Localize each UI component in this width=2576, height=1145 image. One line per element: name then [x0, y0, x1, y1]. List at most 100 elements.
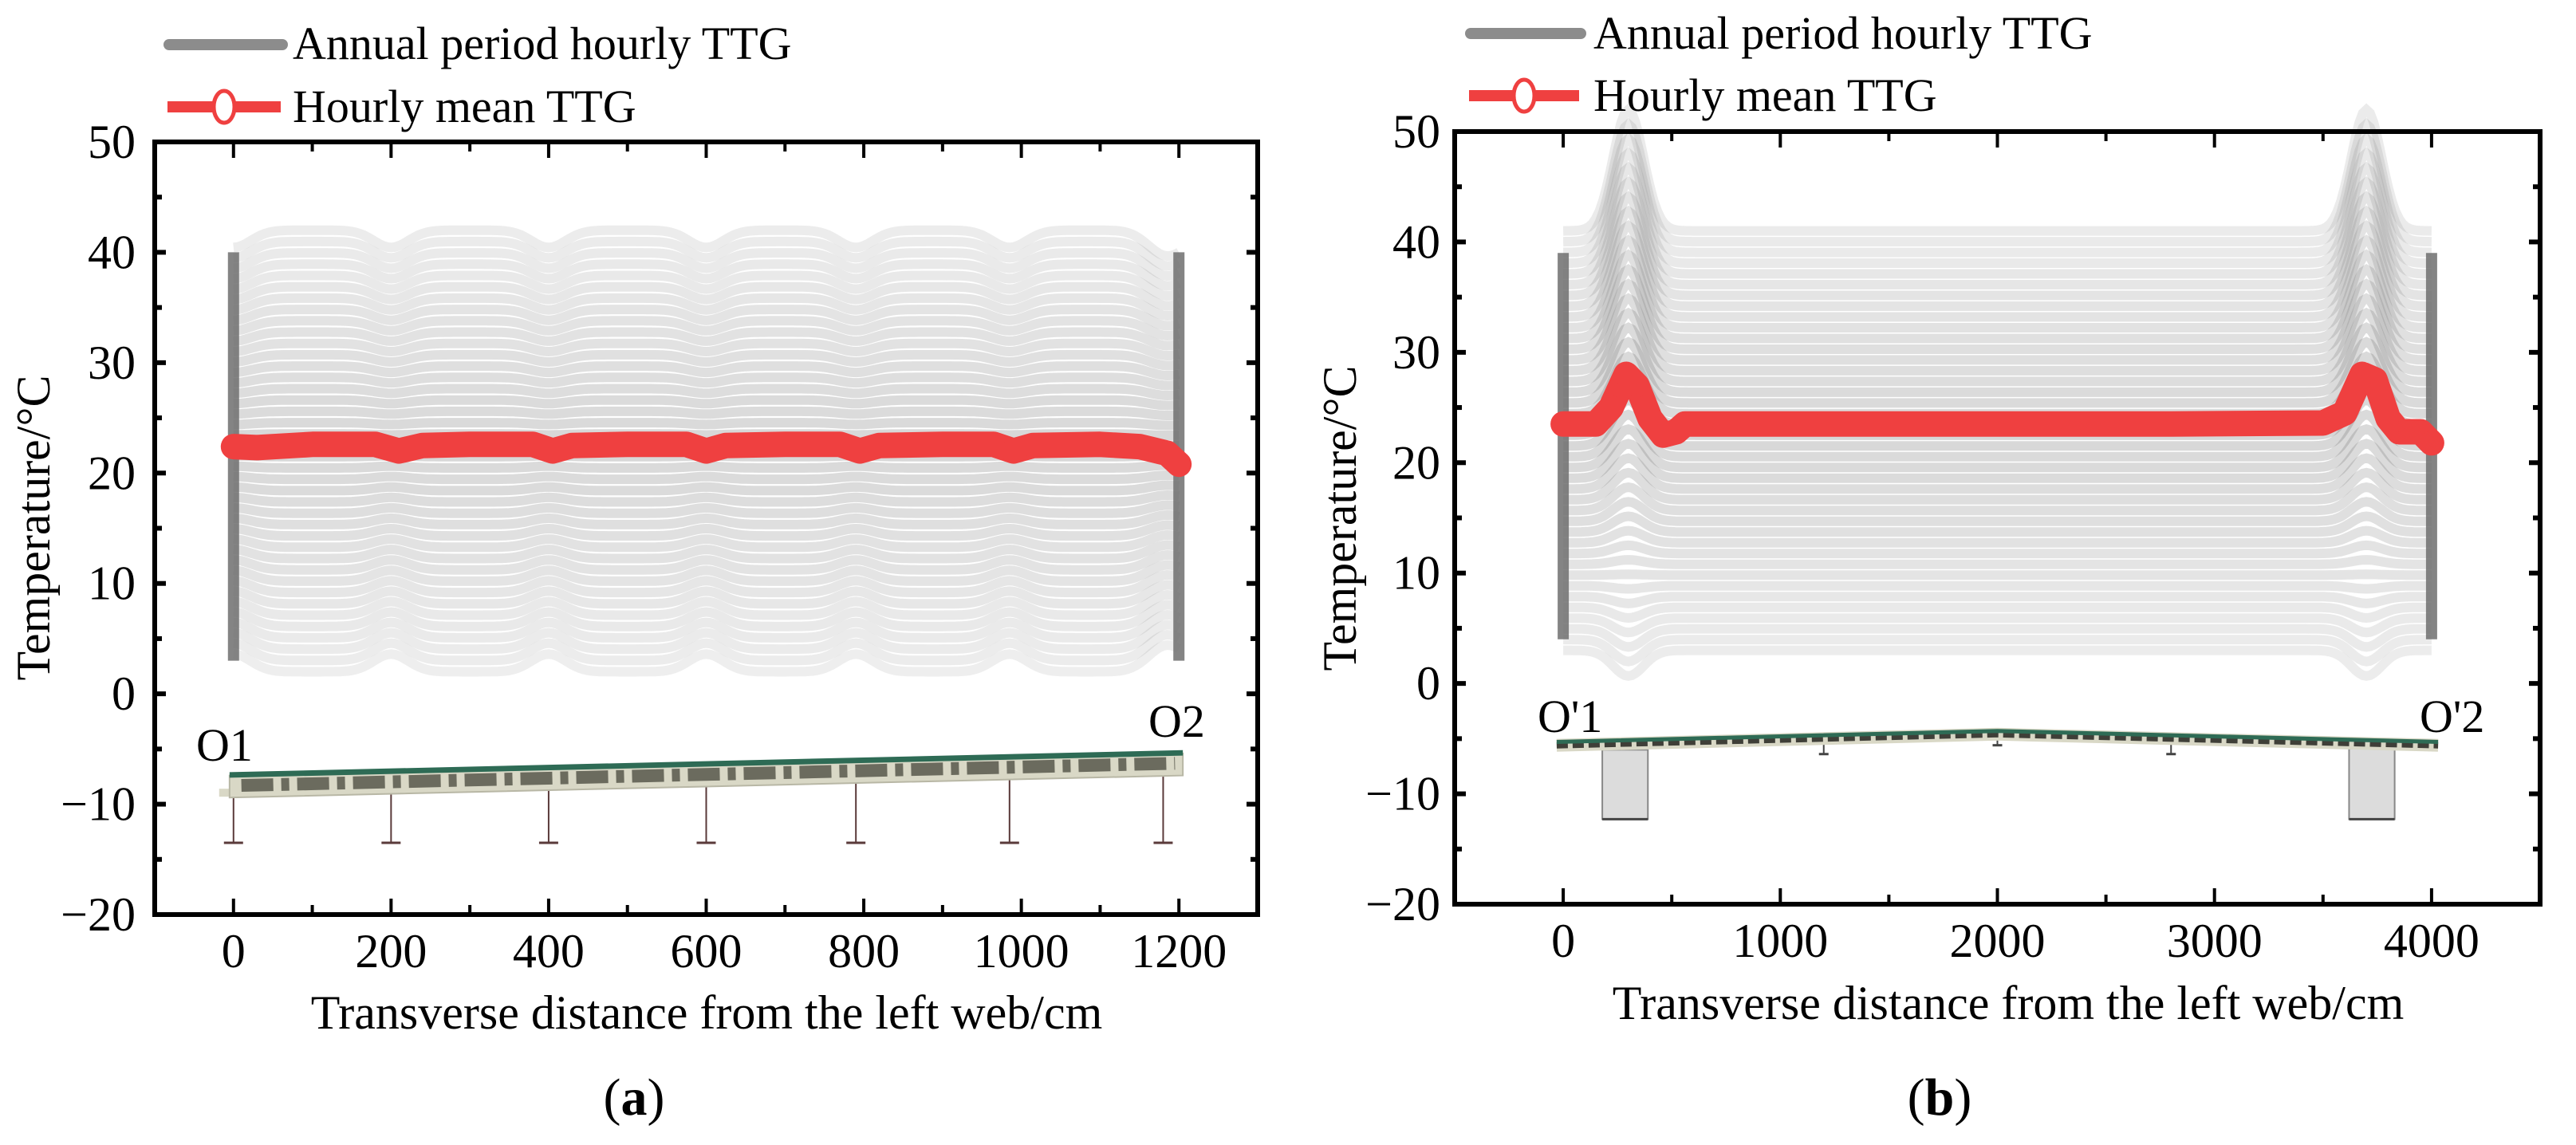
legend-marker-mean: [1511, 77, 1537, 114]
annual-ttg-profile: [1562, 117, 2432, 247]
mean-ttg-point: [245, 435, 270, 460]
mean-ttg-point: [300, 432, 325, 457]
legend-label-mean: Hourly mean TTG: [293, 81, 636, 132]
annotation-o2-prime: O'2: [2420, 691, 2484, 742]
mean-ttg-point: [410, 433, 435, 458]
annual-ttg-profile: [1563, 482, 2432, 516]
tick-labels: 0 1000 2000 3000 4000 −20 −10 0 10 20 30 40 50: [1365, 105, 2479, 967]
mean-ttg-point: [1088, 432, 1113, 457]
y-tick-label: 40: [1392, 215, 1440, 268]
x-axis-title: Transverse distance from the left web/cm: [311, 986, 1103, 1039]
annual-ttg-profile: [1562, 234, 2432, 332]
annual-ttg-profile: [1563, 205, 2432, 311]
mean-ttg-point: [674, 432, 699, 457]
panel-b: 0 1000 2000 3000 4000 −20 −10 0 10 20 30 40 50 Trans…: [1314, 7, 2543, 1127]
panel-label-a: (a): [604, 1068, 665, 1127]
annual-ttg-profile: [233, 338, 1180, 361]
mean-ttg-point: [2333, 400, 2357, 425]
annual-ttg-profile: [233, 305, 1181, 331]
annual-ttg-profile: [233, 281, 1181, 311]
annual-ttg-profile: [1563, 540, 2432, 559]
annual-hourly-ttg-band: [227, 225, 1185, 677]
annual-hourly-ttg-band: [1558, 103, 2437, 681]
annual-ttg-profile: [233, 248, 1181, 281]
annual-ttg-profile: [1563, 635, 2432, 667]
y-tick-label: −20: [1365, 878, 1440, 931]
annual-ttg-profile: [233, 560, 1181, 586]
x-tick-label: 400: [513, 925, 585, 978]
y-tick-label: 40: [88, 226, 136, 278]
mean-ttg-point: [1583, 411, 1608, 436]
annual-ttg-profile: [233, 520, 1180, 541]
annual-ttg-profile: [1563, 424, 2432, 473]
annual-ttg-profile: [1563, 409, 2432, 462]
hourly-mean-ttg-series: [220, 431, 1192, 478]
mean-ttg-point: [1598, 395, 1623, 420]
annual-ttg-profile: [233, 569, 1181, 598]
annual-ttg-profile: [233, 372, 1180, 391]
mean-ttg-point: [694, 439, 719, 463]
annual-ttg-profile: [1563, 580, 2432, 594]
mean-ttg-point: [1001, 439, 1026, 463]
annual-ttg-profile: [1563, 467, 2432, 505]
annual-ttg-profile: [1563, 525, 2432, 548]
legend-label-annual: Annual period hourly TTG: [293, 18, 792, 69]
annual-ttg-profile: [233, 361, 1180, 381]
annual-ttg-profile: [1563, 219, 2432, 322]
annual-ttg-profile: [1563, 439, 2432, 483]
annual-ttg-profile: [233, 480, 1180, 496]
mean-ttg-point: [2387, 419, 2412, 444]
annual-ttg-profile: [233, 293, 1181, 321]
annual-ttg-profile: [233, 580, 1181, 609]
hourly-mean-ttg-series: [1550, 361, 2444, 456]
x-tick-label: 2000: [1950, 915, 2046, 967]
annual-ttg-profile: [1563, 569, 2432, 580]
annual-ttg-profile: [1563, 147, 2432, 268]
pavement-layer: [1556, 729, 2439, 744]
mean-ttg-point: [773, 432, 798, 457]
annual-ttg-profile: [233, 490, 1180, 507]
mean-ttg-point: [560, 433, 585, 458]
annual-ttg-profile: [233, 540, 1180, 564]
y-tick-label: 50: [88, 116, 136, 168]
annual-ttg-profile: [233, 406, 1180, 420]
x-tick-label: 0: [1551, 915, 1575, 967]
annual-ttg-profile: [233, 600, 1181, 632]
legend: Annual period hourly TTG Hourly mean TTG: [1465, 7, 2093, 121]
mean-ttg-point: [2419, 431, 2444, 455]
annual-ttg-profile: [233, 259, 1181, 291]
annual-ttg-profile: [1563, 453, 2432, 494]
annual-ttg-profile: [1563, 645, 2432, 681]
annual-ttg-profile: [233, 270, 1181, 301]
mean-ttg-point: [867, 433, 892, 458]
annual-ttg-profile: [1563, 191, 2432, 301]
mean-ttg-point: [1672, 411, 1697, 436]
annual-ttg-profile: [1563, 613, 2432, 638]
mean-ttg-point: [1021, 433, 1046, 458]
annual-ttg-profile: [1563, 395, 2432, 451]
mean-ttg-point: [982, 432, 1006, 457]
mean-ttg-point: [828, 432, 853, 457]
mean-ttg-point: [521, 432, 546, 457]
x-tick-label: 3000: [2167, 915, 2263, 967]
annual-ttg-profile: [233, 327, 1180, 351]
deck-core: [241, 757, 1176, 793]
mean-ttg-point: [1127, 435, 1152, 459]
legend: Annual period hourly TTG Hourly mean TTG: [163, 18, 792, 132]
annual-ttg-profile: [1562, 103, 2432, 236]
tick-labels: 0 200 400 600 800 1000 1200 −20 −10 0 10 20 30 40 50: [61, 116, 1227, 978]
y-tick-label: −10: [1365, 768, 1440, 820]
annual-ttg-profile: [233, 589, 1181, 620]
annual-ttg-profile: [1563, 307, 2432, 387]
annual-ttg-profile: [233, 316, 1180, 341]
annual-ttg-profile: [1563, 511, 2432, 537]
annual-ttg-profile: [1563, 263, 2432, 354]
y-tick-label: −20: [61, 888, 136, 941]
mean-ttg-point: [2159, 411, 2184, 436]
bridge-cross-section: [219, 750, 1184, 844]
annual-ttg-profile: [1563, 555, 2432, 569]
annual-ttg-profile: [233, 384, 1180, 401]
mean-ttg-point: [363, 432, 388, 457]
annual-ttg-profile: [1563, 336, 2432, 408]
y-axis-title: Temperature/°C: [7, 376, 60, 681]
